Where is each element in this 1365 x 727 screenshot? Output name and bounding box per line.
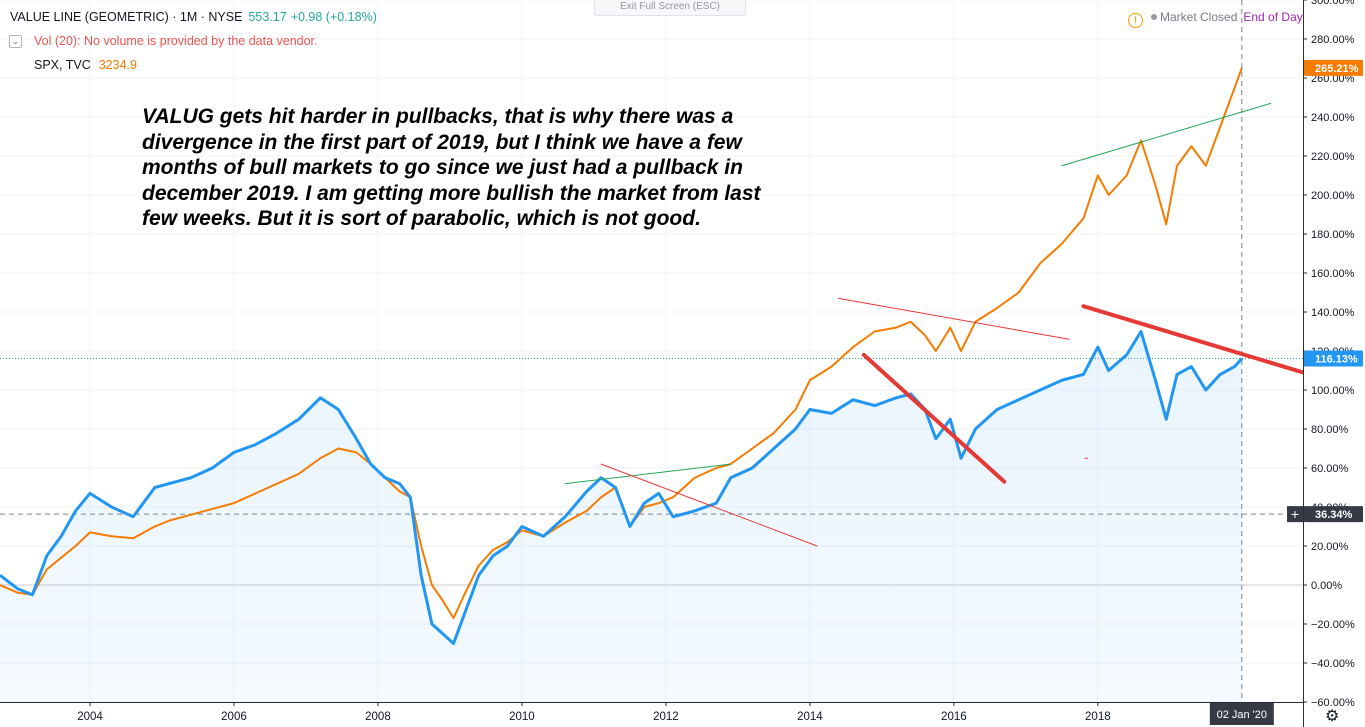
y-tick-label: −60.00% [1311,697,1355,709]
warning-icon[interactable]: ! [1128,13,1143,28]
price-label-box-1 [1304,350,1363,367]
trendline-4[interactable] [861,352,1007,484]
market-closed-label: Market Closed [1160,10,1238,24]
legend-last-price: 553.17 [248,10,287,24]
trendline-2[interactable] [600,463,818,547]
y-tick-label: 20.00% [1311,541,1349,553]
legend-volume: Vol (20): No volume is provided by the d… [34,34,318,48]
crosshair-x-box [1209,703,1274,725]
y-tick-label: −20.00% [1311,619,1355,631]
x-tick-label: 2004 [77,711,103,723]
y-tick-label: 240.00% [1311,112,1355,124]
y-tick-label: 180.00% [1311,229,1355,241]
y-tick-label: 200.00% [1311,190,1355,202]
volume-note: Vol (20): No volume is provided by the d… [34,34,318,48]
price-label-box-0 [1304,59,1363,76]
y-tick-label: −40.00% [1311,658,1355,670]
legend-main[interactable]: VALUE LINE (GEOMETRIC) · 1M · NYSE 553.17… [10,10,377,24]
y-tick-label: 160.00% [1311,268,1355,280]
compare-symbol: SPX, TVC [34,58,91,72]
x-tick-label: 2018 [1085,711,1111,723]
price-label-1: 116.13% [1315,354,1358,366]
market-status: ! Market Closed End of Day [1128,10,1303,28]
collapse-icon[interactable]: ⌄ [9,35,22,48]
chart-annotation-text[interactable]: VALUG gets hit harder in pullbacks, that… [142,105,761,230]
price-label-box-2 [1304,506,1363,523]
x-tick-label: 2010 [509,711,535,723]
y-tick-label: 100.00% [1311,385,1355,397]
end-of-day-label: End of Day [1243,10,1303,24]
y-tick-label: 0.00% [1311,580,1342,592]
trendline-5[interactable] [1081,304,1305,375]
crosshair-x-label: 02 Jan '20 [1217,709,1267,721]
x-tick-label: 2016 [941,711,967,723]
gear-icon[interactable]: ⚙ [1325,708,1340,725]
x-tick-label: 2014 [797,711,823,723]
crosshair-plus-box[interactable] [1287,506,1303,523]
x-tick-label: 2006 [221,711,247,723]
trendline-1[interactable] [1061,102,1272,167]
compare-value: 3234.9 [98,58,137,72]
time-axis-bg [0,702,1303,727]
valug-area [0,331,1242,702]
exit-fullscreen-button[interactable]: Exit Full Screen (ESC) [594,0,746,16]
time-axis[interactable]: 2004 2006 2008 2010 2012 2014 2016 2018 [0,702,1303,727]
y-tick-label: 60.00% [1311,463,1349,475]
y-tick-label: 220.00% [1311,151,1355,163]
x-tick-label: 2012 [653,711,679,723]
x-tick-label: 2008 [365,711,391,723]
legend-symbol: VALUE LINE (GEOMETRIC) · 1M · NYSE [10,10,243,24]
price-label-2: 36.34% [1315,509,1353,521]
legend-change: +0.98 (+0.18%) [290,10,377,24]
legend-compare[interactable]: SPX, TVC 3234.9 [34,58,137,72]
trendline-0[interactable] [564,463,732,485]
y-tick-label: 140.00% [1311,307,1355,319]
y-tick-label: 300.00% [1311,0,1355,7]
status-dot-icon [1151,14,1157,20]
y-tick-label: 80.00% [1311,424,1349,436]
series-line-valug[interactable] [0,330,1243,645]
price-label-0: 265.21% [1315,63,1359,75]
y-tick-label: 260.00% [1311,73,1355,85]
plus-icon[interactable]: + [1291,506,1299,522]
trendline-3[interactable] [838,297,1070,340]
y-tick-label: 280.00% [1311,34,1355,46]
